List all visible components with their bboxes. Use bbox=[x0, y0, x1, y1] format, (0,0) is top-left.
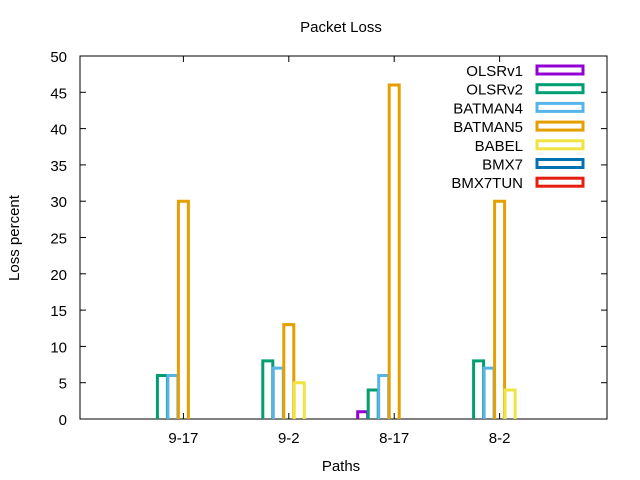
bar-olsrv2-8-17 bbox=[366, 388, 380, 419]
legend-label: OLSRv1 bbox=[466, 63, 523, 80]
y-tick-label: 10 bbox=[50, 339, 67, 356]
y-axis-label: Loss percent bbox=[6, 194, 23, 281]
y-tick-label: 5 bbox=[59, 376, 67, 393]
x-tick-label: 8-2 bbox=[489, 430, 511, 447]
bar-olsrv1-8-17 bbox=[356, 410, 370, 419]
bar-batman4-9-2 bbox=[271, 366, 285, 419]
y-tick-label: 25 bbox=[50, 231, 67, 248]
chart-title: Packet Loss bbox=[300, 19, 382, 36]
y-tick-label: 15 bbox=[50, 303, 67, 320]
bar-batman5-8-2 bbox=[493, 199, 507, 419]
legend-swatch bbox=[535, 101, 585, 113]
bar-olsrv2-8-2 bbox=[472, 359, 486, 419]
x-axis-label: Paths bbox=[322, 458, 360, 475]
y-tick-label: 40 bbox=[50, 122, 67, 139]
y-tick-label: 30 bbox=[50, 194, 67, 211]
bar-batman4-8-2 bbox=[482, 366, 496, 419]
legend-label: BMX7TUN bbox=[451, 175, 523, 192]
legend-label: BMX7 bbox=[482, 157, 523, 174]
legend-label: BATMAN5 bbox=[453, 119, 523, 136]
x-tick-label: 8-17 bbox=[379, 430, 409, 447]
bar-babel-9-2 bbox=[292, 381, 306, 419]
x-axis: 9-17 9-2 8-17 8-2 bbox=[168, 56, 510, 447]
bar-batman5-9-17 bbox=[176, 199, 190, 419]
y-tick-label: 35 bbox=[50, 158, 67, 175]
legend-swatch bbox=[535, 176, 585, 188]
bar-olsrv2-9-2 bbox=[261, 359, 275, 419]
x-tick-label: 9-2 bbox=[278, 430, 300, 447]
legend-label: BATMAN4 bbox=[453, 100, 523, 117]
bar-babel-8-2 bbox=[503, 388, 517, 419]
legend-label: BABEL bbox=[475, 138, 523, 155]
y-tick-label: 0 bbox=[59, 412, 67, 429]
legend-swatch bbox=[535, 64, 585, 76]
bar-batman4-9-17 bbox=[166, 373, 180, 419]
legend-swatch bbox=[535, 158, 585, 169]
legend-swatch bbox=[535, 139, 585, 151]
y-tick-label: 45 bbox=[50, 85, 67, 102]
legend-swatch bbox=[535, 83, 585, 95]
y-tick-label: 50 bbox=[50, 49, 67, 66]
x-tick-label: 9-17 bbox=[168, 430, 198, 447]
y-tick-label: 20 bbox=[50, 267, 67, 284]
bar-batman5-8-17 bbox=[387, 83, 401, 419]
y-axis: 0 5 10 15 20 25 30 35 40 45 50 bbox=[50, 49, 607, 429]
bars-group bbox=[155, 83, 517, 419]
bar-batman4-8-17 bbox=[377, 373, 391, 419]
legend-swatch bbox=[535, 120, 585, 132]
plot-frame bbox=[79, 55, 608, 420]
bar-olsrv2-9-17 bbox=[155, 373, 169, 419]
legend-label: OLSRv2 bbox=[466, 82, 523, 99]
bar-batman5-9-2 bbox=[282, 323, 296, 419]
